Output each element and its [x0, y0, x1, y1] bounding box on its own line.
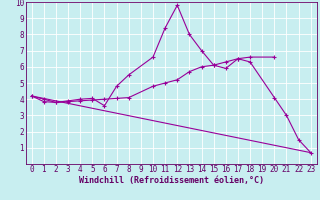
X-axis label: Windchill (Refroidissement éolien,°C): Windchill (Refroidissement éolien,°C) — [79, 176, 264, 185]
